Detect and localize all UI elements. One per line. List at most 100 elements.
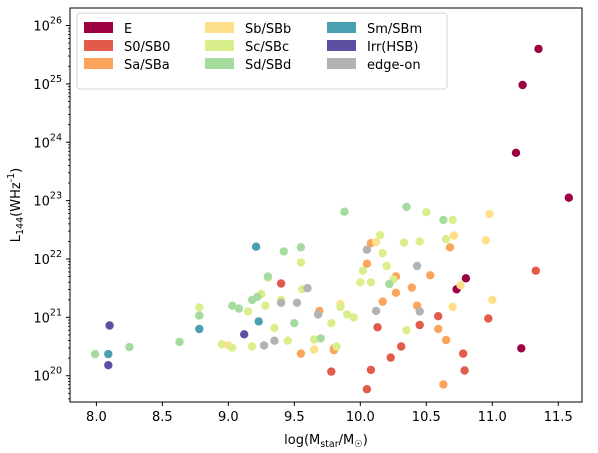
- data-point: [276, 298, 286, 307]
- data-point: [407, 283, 416, 292]
- data-point: [531, 266, 540, 275]
- data-point: [296, 258, 306, 267]
- data-point: [175, 337, 184, 347]
- data-point: [195, 324, 204, 334]
- data-point: [402, 202, 411, 212]
- data-point: [391, 288, 401, 297]
- data-point: [375, 230, 385, 240]
- data-point: [243, 307, 253, 316]
- data-point: [378, 297, 387, 306]
- data-point: [313, 310, 323, 319]
- x-tick-label: 9.0: [218, 410, 239, 425]
- legend-swatch: [205, 58, 234, 69]
- data-point: [332, 342, 341, 351]
- data-point: [402, 326, 411, 335]
- data-point: [336, 302, 345, 312]
- data-point: [234, 304, 244, 313]
- data-point: [373, 323, 382, 332]
- data-point: [292, 298, 302, 307]
- data-point: [485, 209, 494, 219]
- data-point: [327, 367, 336, 376]
- legend-swatch: [84, 40, 113, 51]
- legend-label: Sb/SBb: [245, 22, 291, 37]
- y-tick-label: 1025: [33, 74, 62, 93]
- legend-label: Irr(HSB): [367, 40, 418, 55]
- legend-label: Sc/SBc: [245, 40, 289, 55]
- data-point: [259, 341, 269, 350]
- data-point: [386, 353, 395, 362]
- data-point: [349, 313, 358, 322]
- legend-swatch: [327, 40, 356, 51]
- data-point: [461, 274, 471, 283]
- data-point: [303, 284, 312, 293]
- plot-frame: [69, 7, 583, 403]
- axes-layer: 8.0 8.5 9.0 9.5 10.0 10.5 11.0 11.5 1020 1021 1022…: [33, 7, 583, 425]
- data-point: [382, 261, 391, 271]
- data-point: [484, 314, 493, 323]
- data-point: [356, 278, 365, 287]
- data-point: [434, 324, 443, 334]
- legend-swatch: [205, 22, 234, 33]
- y-tick-label: 1023: [33, 191, 62, 210]
- legend-swatch: [84, 22, 113, 33]
- data-point: [448, 215, 457, 225]
- data-point: [228, 301, 237, 310]
- data-point: [251, 242, 261, 251]
- data-point: [362, 385, 372, 394]
- data-point: [195, 311, 204, 320]
- data-point: [240, 330, 249, 339]
- x-tick-label: 10.5: [412, 410, 441, 425]
- data-point: [90, 349, 100, 359]
- legend-swatch: [84, 58, 113, 69]
- data-point: [263, 272, 273, 281]
- data-point: [511, 148, 521, 157]
- data-point: [385, 279, 394, 289]
- data-point: [488, 295, 497, 305]
- x-tick-label: 11.0: [478, 410, 507, 425]
- data-point: [415, 237, 424, 246]
- legend-label: Sd/SBd: [245, 58, 291, 73]
- legend-swatch: [327, 58, 356, 69]
- data-point: [366, 365, 376, 375]
- data-point: [309, 345, 319, 354]
- data-point: [441, 234, 451, 244]
- legend-swatch: [205, 40, 234, 51]
- data-point: [517, 344, 526, 353]
- data-point: [449, 231, 459, 240]
- x-tick-label: 10.0: [346, 410, 375, 425]
- data-point: [397, 342, 406, 351]
- data-point: [290, 319, 299, 328]
- legend-label: E: [124, 22, 132, 37]
- data-point: [366, 278, 376, 287]
- data-point: [104, 361, 113, 370]
- legend-label: Sa/SBa: [124, 58, 170, 73]
- data-point: [270, 323, 279, 333]
- data-point: [439, 380, 448, 389]
- y-tick-label: 1026: [33, 16, 62, 35]
- x-tick-label: 8.5: [152, 410, 173, 425]
- data-point: [309, 335, 319, 344]
- x-tick-label: 8.0: [86, 410, 107, 425]
- data-point: [276, 279, 286, 288]
- data-point: [439, 215, 448, 225]
- data-point: [340, 207, 349, 216]
- data-point: [564, 193, 573, 202]
- data-point: [358, 266, 368, 275]
- data-point: [459, 349, 468, 358]
- data-point: [456, 281, 465, 290]
- data-point: [283, 336, 292, 345]
- data-point: [481, 236, 490, 245]
- data-point: [445, 243, 455, 252]
- y-tick-label: 1024: [33, 132, 62, 151]
- data-point: [316, 334, 325, 343]
- data-point: [518, 80, 527, 90]
- data-point: [441, 335, 451, 345]
- x-tick-label: 11.5: [544, 410, 573, 425]
- data-point: [104, 349, 113, 359]
- data-point: [415, 307, 424, 316]
- points-layer: [90, 44, 573, 394]
- data-point: [426, 271, 435, 280]
- legend-swatch: [327, 22, 356, 33]
- data-point: [254, 317, 263, 326]
